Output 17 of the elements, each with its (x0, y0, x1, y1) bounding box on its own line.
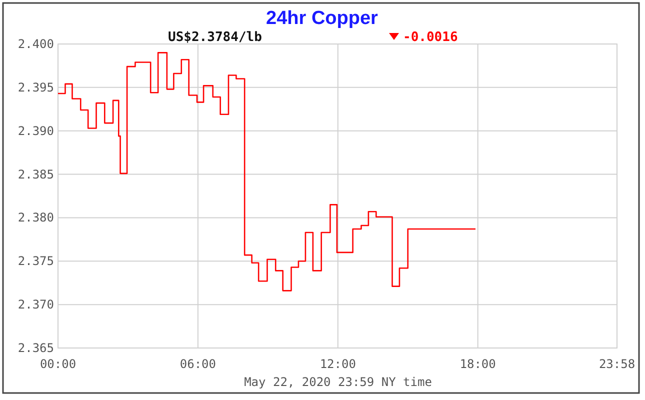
annotation: -0.0016 (403, 30, 458, 45)
x-tick-label: 06:00 (180, 357, 216, 371)
y-tick-label: 2.365 (18, 341, 54, 355)
x-tick-label: 23:58 (598, 357, 636, 371)
annotation: US$2.3784/lb (168, 30, 262, 45)
y-tick-label: 2.380 (18, 210, 54, 225)
y-tick-label: 2.375 (18, 254, 54, 268)
x-tick-label: 18:00 (460, 357, 496, 371)
x-tick-label: 00:00 (40, 357, 76, 371)
y-tick-label: 2.400 (18, 37, 54, 51)
x-tick-label: 12:00 (320, 357, 356, 371)
y-tick-label: 2.390 (18, 124, 54, 138)
y-tick-label: 2.370 (18, 298, 54, 312)
chart-title: 24hr Copper (266, 8, 379, 29)
y-tick-label: 2.385 (18, 167, 54, 182)
y-tick-label: 2.395 (18, 80, 54, 94)
x-axis-title: May 22, 2020 23:59 NY time (244, 375, 432, 389)
